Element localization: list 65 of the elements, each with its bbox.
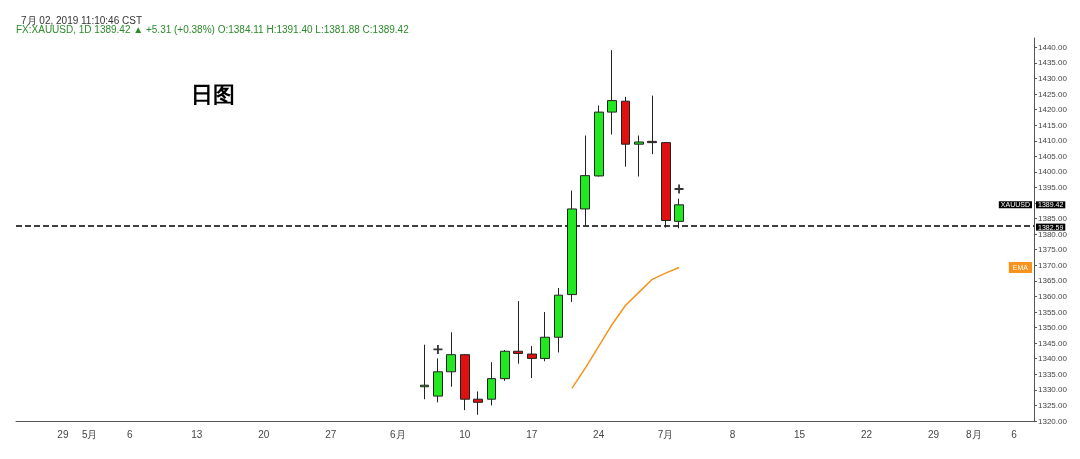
candlestick bbox=[661, 141, 671, 229]
x-tick-label: 20 bbox=[258, 428, 270, 440]
x-tick-label: 6 bbox=[127, 428, 134, 440]
y-tick-label: 1440.00 bbox=[1038, 42, 1068, 52]
candlestick bbox=[621, 96, 630, 168]
x-tick-label: 5月 bbox=[81, 428, 98, 440]
candlestick bbox=[446, 331, 456, 388]
x-tick-label: 17 bbox=[526, 428, 538, 440]
x-tick-label: 7月 bbox=[657, 428, 674, 440]
y-tick-label: 1330.00 bbox=[1038, 385, 1068, 395]
candlestick bbox=[594, 105, 604, 178]
line-series bbox=[571, 266, 680, 390]
candlestick bbox=[647, 95, 657, 155]
candlestick bbox=[634, 134, 644, 178]
x-tick-label: 6月 bbox=[389, 428, 406, 440]
y-tick-label: 1365.00 bbox=[1038, 276, 1068, 286]
candlestick bbox=[580, 134, 590, 226]
x-tick-label: 22 bbox=[861, 428, 873, 440]
x-tick-label: 6 bbox=[1011, 428, 1018, 440]
x-tick-label: 29 bbox=[57, 428, 69, 440]
y-tick-label: 1335.00 bbox=[1038, 369, 1068, 379]
y-tick-label: 1425.00 bbox=[1038, 89, 1068, 99]
x-tick-label: 27 bbox=[325, 428, 337, 440]
y-tick-label: 1430.00 bbox=[1038, 73, 1068, 83]
y-tick-label: 1435.00 bbox=[1038, 58, 1068, 68]
y-tick-label: 1410.00 bbox=[1038, 136, 1068, 146]
candlestick bbox=[554, 287, 563, 353]
text: 日图 bbox=[191, 81, 235, 107]
candlestick bbox=[607, 49, 617, 136]
y-tick-label: 1345.00 bbox=[1038, 338, 1068, 348]
candlestick bbox=[420, 344, 429, 400]
candlestick bbox=[487, 361, 496, 406]
y-tick-label: 1380.00 bbox=[1038, 229, 1068, 239]
candlestick bbox=[433, 357, 443, 403]
x-tick-label: 8 bbox=[729, 428, 736, 440]
y-tick-label: 1360.00 bbox=[1038, 291, 1068, 301]
candlestick bbox=[473, 390, 483, 416]
y-tick-label: 1355.00 bbox=[1038, 307, 1068, 317]
x-tick-label: 15 bbox=[794, 428, 806, 440]
candlestick bbox=[527, 345, 537, 379]
x-tick-label: 13 bbox=[191, 428, 203, 440]
y-tick-label: 1415.00 bbox=[1038, 120, 1068, 130]
y-tick-label: 1370.00 bbox=[1038, 260, 1068, 270]
y-tick-label: 1340.00 bbox=[1038, 354, 1068, 364]
y-tick-label: 1350.00 bbox=[1038, 323, 1068, 333]
y-tick-label: 1400.00 bbox=[1038, 167, 1068, 177]
y-tick-label: 1320.00 bbox=[1038, 416, 1068, 426]
y-tick-label: 1385.00 bbox=[1038, 214, 1068, 224]
text: FX:XAUUSD, 1D 1389.42 ▲ +5.31 (+0.38%) O:1384.11 H:1391.40 L:1381.88 C:1389.42 bbox=[16, 23, 410, 35]
x-tick-label: 29 bbox=[927, 428, 940, 440]
candlestick bbox=[567, 190, 577, 303]
y-tick-label: 1405.00 bbox=[1038, 151, 1068, 161]
x-tick-label: 8月 bbox=[965, 428, 982, 440]
y-tick-label: 1325.00 bbox=[1038, 400, 1068, 410]
x-tick-label: 10 bbox=[459, 428, 471, 440]
candlestick bbox=[460, 353, 470, 411]
candlestick bbox=[500, 349, 510, 382]
y-tick-label: 1395.00 bbox=[1038, 182, 1068, 192]
y-tick-label: 1375.00 bbox=[1038, 245, 1068, 255]
candlestick bbox=[540, 311, 550, 362]
chart-subtitle: 7月 02, 2019 11:10:46 CST bbox=[21, 14, 143, 26]
candlestick bbox=[513, 300, 523, 365]
candlestick bbox=[674, 198, 684, 229]
x-tick-label: 24 bbox=[593, 428, 605, 440]
y-tick-label: 1420.00 bbox=[1038, 105, 1068, 115]
